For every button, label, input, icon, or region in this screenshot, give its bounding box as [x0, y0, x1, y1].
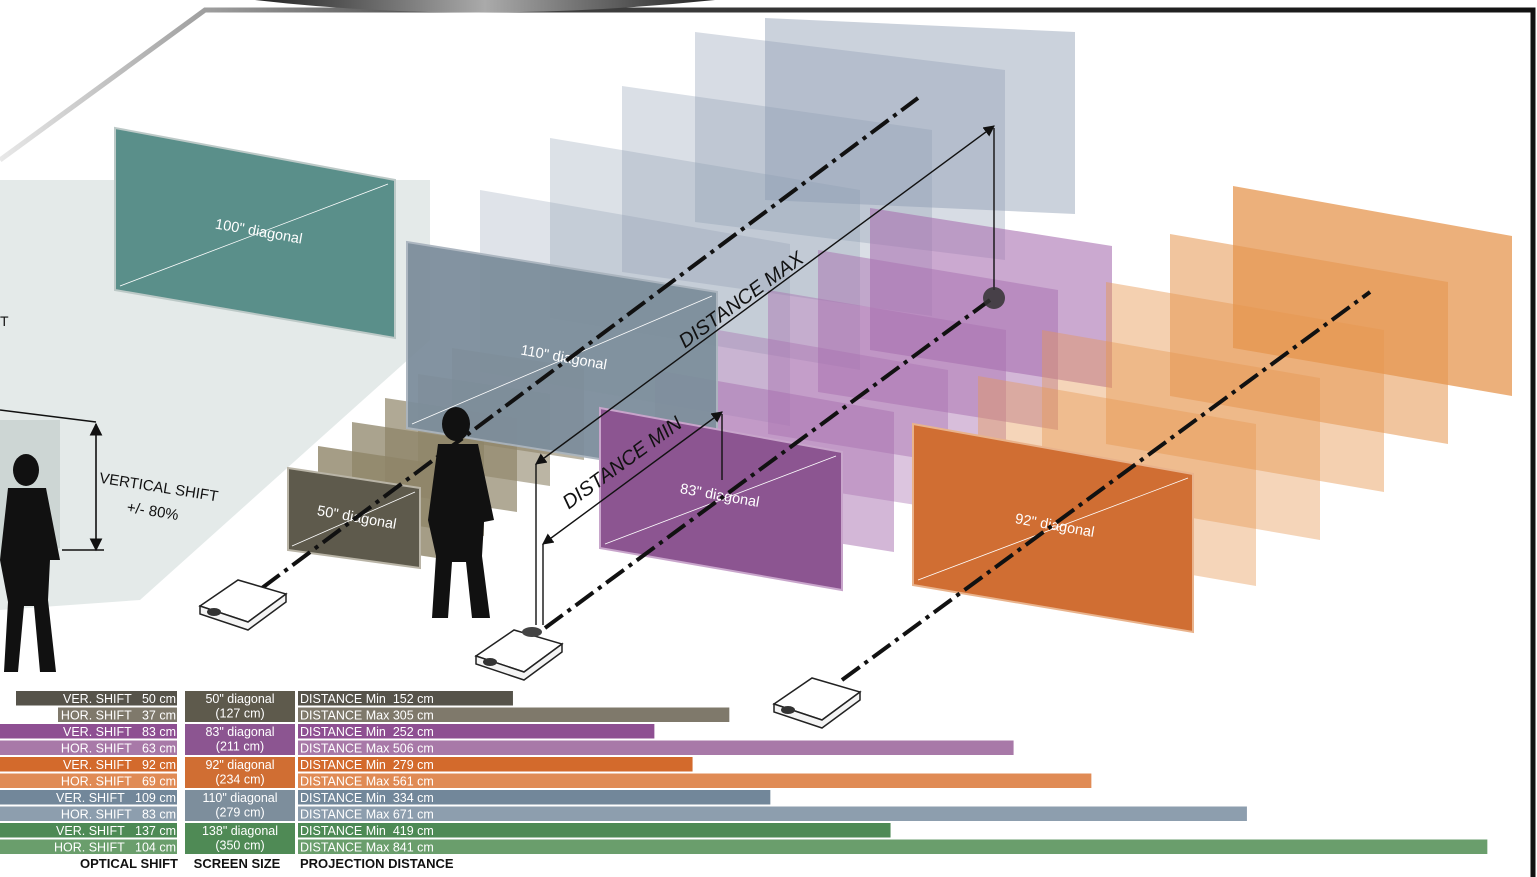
screen-100-surface	[114, 126, 396, 340]
screen-size-diagonal: 92" diagonal	[205, 758, 274, 772]
frame-top-bump	[255, 0, 715, 13]
ver-shift-cell	[16, 691, 177, 706]
ver-shift-text: VER. SHIFT 109 cm	[56, 791, 176, 805]
screen-size-cm: (127 cm)	[215, 707, 264, 721]
screen-diagonal-line	[119, 183, 389, 287]
distance-min-bar	[298, 790, 771, 805]
distance-max-bar	[298, 707, 730, 722]
table-group: VER. SHIFT 109 cm HOR. SHIFT 83 cm 110" di…	[0, 790, 1247, 822]
distance-max-arrow	[535, 125, 995, 625]
header-projection-distance: PROJECTION DISTANCE	[300, 856, 454, 871]
ver-shift-cell	[0, 724, 177, 739]
screen-size-diagonal: 50" diagonal	[205, 692, 274, 706]
person-silhouette-center	[428, 407, 494, 618]
screen-size-diagonal: 83" diagonal	[205, 725, 274, 739]
distance-min-bar	[298, 757, 693, 772]
axis-line-92	[840, 290, 1372, 682]
frame-top-edge	[0, 7, 1536, 877]
distance-max-text: DISTANCE Max 506 cm	[300, 742, 434, 756]
distance-table: VER. SHIFT 50 cm HOR. SHIFT 37 cm 50" diag…	[0, 691, 1488, 855]
distance-min-text: DISTANCE Min 419 cm	[300, 824, 434, 838]
table-group: VER. SHIFT 137 cm HOR. SHIFT 104 cm 138" d…	[0, 823, 1488, 855]
screen-size-cm: (350 cm)	[215, 839, 264, 853]
screen-size-cell	[185, 823, 295, 854]
projector-icon-center	[474, 627, 564, 681]
distance-max-text: DISTANCE Max 841 cm	[300, 841, 434, 855]
screen-size-cell	[185, 757, 295, 788]
screen-diagonal-line	[917, 477, 1189, 581]
ver-shift-cell	[0, 790, 177, 805]
distance-max-bar	[298, 773, 1092, 788]
hor-shift-cell	[0, 806, 177, 821]
hor-shift-text: HOR. SHIFT 104 cm	[54, 841, 176, 855]
screen-92: 92" diagonal	[912, 422, 1194, 634]
ver-shift-cell	[0, 823, 177, 838]
screen-size-cm: (279 cm)	[215, 806, 264, 820]
screen-size-cm: (234 cm)	[215, 773, 264, 787]
ver-shift-text: VER. SHIFT 83 cm	[63, 725, 176, 739]
person-silhouette-left	[0, 454, 60, 672]
screen-size-cell	[185, 724, 295, 755]
distance-min-bar	[298, 691, 513, 706]
distance-min-text: DISTANCE Min 334 cm	[300, 791, 434, 805]
screen-size-cm: (211 cm)	[216, 740, 264, 754]
hor-shift-cell	[0, 839, 177, 854]
distance-min-arrow	[542, 411, 723, 625]
lens-center-dot	[983, 287, 1005, 309]
distance-min-text: DISTANCE Min 279 cm	[300, 758, 434, 772]
hor-shift-cell	[0, 773, 177, 788]
table-group: VER. SHIFT 92 cm HOR. SHIFT 69 cm 92" diag…	[0, 757, 1092, 789]
distance-max-text: DISTANCE Max 561 cm	[300, 775, 434, 789]
screen-size-cell	[185, 691, 295, 722]
screen-size-diagonal: 110" diagonal	[202, 791, 277, 805]
ver-shift-text: VER. SHIFT 137 cm	[56, 824, 176, 838]
ver-shift-text: VER. SHIFT 92 cm	[63, 758, 176, 772]
table-group: VER. SHIFT 50 cm HOR. SHIFT 37 cm 50" diag…	[16, 691, 730, 723]
distance-max-bar	[298, 806, 1247, 821]
hor-shift-text: HOR. SHIFT 83 cm	[61, 808, 176, 822]
screen-100: 100" diagonal	[114, 126, 396, 340]
distance-max-bar	[298, 740, 1014, 755]
distance-min-text: DISTANCE Min 152 cm	[300, 692, 434, 706]
hor-shift-cell	[0, 740, 177, 755]
distance-max-text: DISTANCE Max 305 cm	[300, 709, 434, 723]
projector-icon-left	[198, 579, 288, 631]
distance-max-text: DISTANCE Max 671 cm	[300, 808, 434, 822]
ver-shift-text: VER. SHIFT 50 cm	[63, 692, 176, 706]
distance-min-text: DISTANCE Min 252 cm	[300, 725, 434, 739]
header-optical-shift: OPTICAL SHIFT	[80, 856, 178, 871]
projector-icon-right	[772, 677, 862, 729]
left-edge-letter: T	[0, 313, 9, 329]
hor-shift-cell	[58, 707, 177, 722]
screen-size-cell	[185, 790, 295, 821]
screen-92-surface	[912, 422, 1194, 634]
hor-shift-text: HOR. SHIFT 63 cm	[61, 742, 176, 756]
vertical-shift-marker	[0, 409, 104, 552]
header-screen-size: SCREEN SIZE	[194, 856, 281, 871]
distance-max-bar	[298, 839, 1488, 854]
distance-min-bar	[298, 724, 655, 739]
hor-shift-text: HOR. SHIFT 69 cm	[61, 775, 176, 789]
screen-size-diagonal: 138" diagonal	[202, 824, 278, 838]
distance-min-bar	[298, 823, 891, 838]
table-group: VER. SHIFT 83 cm HOR. SHIFT 63 cm 83" diag…	[0, 724, 1014, 756]
ver-shift-cell	[0, 757, 177, 772]
hor-shift-text: HOR. SHIFT 37 cm	[61, 709, 176, 723]
